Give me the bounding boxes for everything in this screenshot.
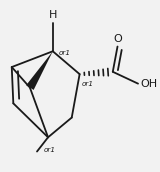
Text: or1: or1 bbox=[58, 50, 70, 56]
Text: or1: or1 bbox=[44, 147, 56, 153]
Polygon shape bbox=[26, 51, 53, 90]
Text: O: O bbox=[113, 34, 122, 44]
Text: OH: OH bbox=[140, 79, 158, 89]
Text: or1: or1 bbox=[82, 81, 94, 87]
Text: H: H bbox=[49, 10, 57, 20]
